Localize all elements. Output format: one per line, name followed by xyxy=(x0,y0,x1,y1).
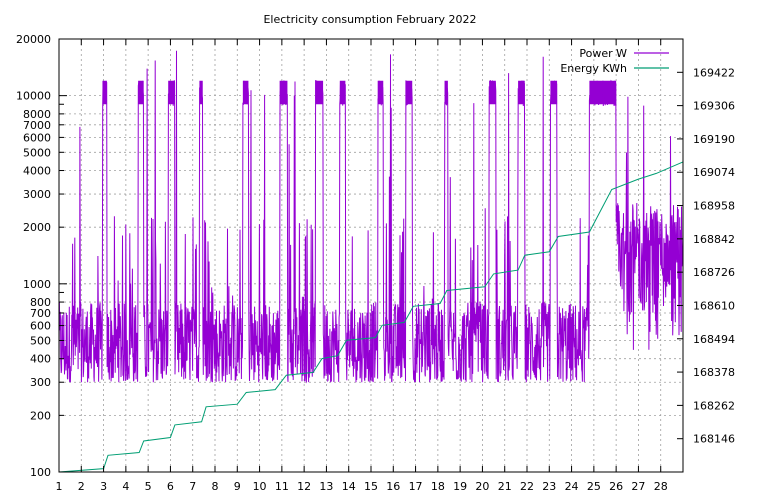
power-line xyxy=(58,50,684,384)
legend-label: Energy KWh xyxy=(560,62,627,75)
x-tick-label: 10 xyxy=(253,480,267,493)
y-right-tick-label: 168494 xyxy=(693,333,735,346)
x-tick-label: 23 xyxy=(542,480,556,493)
heater-cycle-block xyxy=(242,80,249,105)
y-right-tick-label: 168146 xyxy=(693,433,735,446)
y-left-tick-label: 300 xyxy=(30,376,51,389)
y-left-tick-label: 400 xyxy=(30,353,51,366)
heater-cycle-block xyxy=(339,80,346,105)
x-tick-label: 27 xyxy=(631,480,645,493)
energy-series xyxy=(58,161,684,473)
heater-cycle-block xyxy=(489,80,496,105)
x-tick-label: 25 xyxy=(587,480,601,493)
y-right-tick-label: 169306 xyxy=(693,100,735,113)
x-tick-label: 22 xyxy=(520,480,534,493)
x-tick-label: 16 xyxy=(386,480,400,493)
heater-cycle-block xyxy=(102,80,107,105)
y-left-tick-label: 3000 xyxy=(23,188,51,201)
x-tick-label: 12 xyxy=(297,480,311,493)
x-tick-label: 14 xyxy=(342,480,356,493)
x-tick-label: 4 xyxy=(122,480,129,493)
y-left-tick-label: 4000 xyxy=(23,165,51,178)
x-tick-label: 15 xyxy=(364,480,378,493)
x-tick-label: 5 xyxy=(145,480,152,493)
axes: 1 2 3 4 5 6 7 8 9 10 11 12 13 14 15 16 17 18 19 20 21 22 23 24 2… xyxy=(16,33,735,493)
heater-cycle-block xyxy=(444,80,448,105)
x-tick-label: 9 xyxy=(234,480,241,493)
x-tick-label: 28 xyxy=(654,480,668,493)
y-right-tick-label: 168378 xyxy=(693,366,735,379)
y-left-tick-label: 100 xyxy=(30,466,51,479)
x-tick-label: 19 xyxy=(453,480,467,493)
x-tick-label: 8 xyxy=(212,480,219,493)
y-right-tick-label: 168958 xyxy=(693,200,735,213)
x-tick-label: 20 xyxy=(475,480,489,493)
x-tick-label: 18 xyxy=(431,480,445,493)
y-left-tick-label: 5000 xyxy=(23,146,51,159)
y-left-tick-label: 200 xyxy=(30,409,51,422)
legend: Power W Energy KWh xyxy=(560,47,669,75)
energy-line xyxy=(58,161,684,473)
plot-frame xyxy=(58,38,684,473)
x-tick-label: 2 xyxy=(78,480,85,493)
x-tick-label: 7 xyxy=(189,480,196,493)
y-left-tick-label: 7000 xyxy=(23,119,51,132)
power-series xyxy=(58,50,684,384)
y-left-tick-label: 6000 xyxy=(23,131,51,144)
y-right-tick-label: 169422 xyxy=(693,66,735,79)
chart-title: Electricity consumption February 2022 xyxy=(263,13,476,26)
x-tick-label: 24 xyxy=(565,480,579,493)
y-left-tick-label: 20000 xyxy=(16,33,51,46)
y-left-tick-label: 10000 xyxy=(16,90,51,103)
legend-label: Power W xyxy=(579,47,627,60)
x-tick-label: 13 xyxy=(319,480,333,493)
y-right-tick-label: 168610 xyxy=(693,299,735,312)
x-tick-label: 3 xyxy=(100,480,107,493)
x-tick-label: 26 xyxy=(609,480,623,493)
y-left-tick-label: 8000 xyxy=(23,108,51,121)
y-right-tick-label: 168726 xyxy=(693,266,735,279)
y-right-tick-label: 169074 xyxy=(693,166,735,179)
y-right-tick-label: 168262 xyxy=(693,399,735,412)
y-left-tick-label: 600 xyxy=(30,320,51,333)
x-tick-label: 6 xyxy=(167,480,174,493)
y-right-tick-label: 169190 xyxy=(693,133,735,146)
y-left-tick-label: 700 xyxy=(30,307,51,320)
y-left-tick-label: 500 xyxy=(30,334,51,347)
x-tick-label: 17 xyxy=(409,480,423,493)
y-right-tick-label: 168842 xyxy=(693,233,735,246)
x-tick-label: 21 xyxy=(498,480,512,493)
y-left-tick-label: 1000 xyxy=(23,278,51,291)
x-tick-label: 11 xyxy=(275,480,289,493)
x-tick-label: 1 xyxy=(56,480,63,493)
y-left-tick-label: 800 xyxy=(30,296,51,309)
y-left-tick-label: 2000 xyxy=(23,221,51,234)
